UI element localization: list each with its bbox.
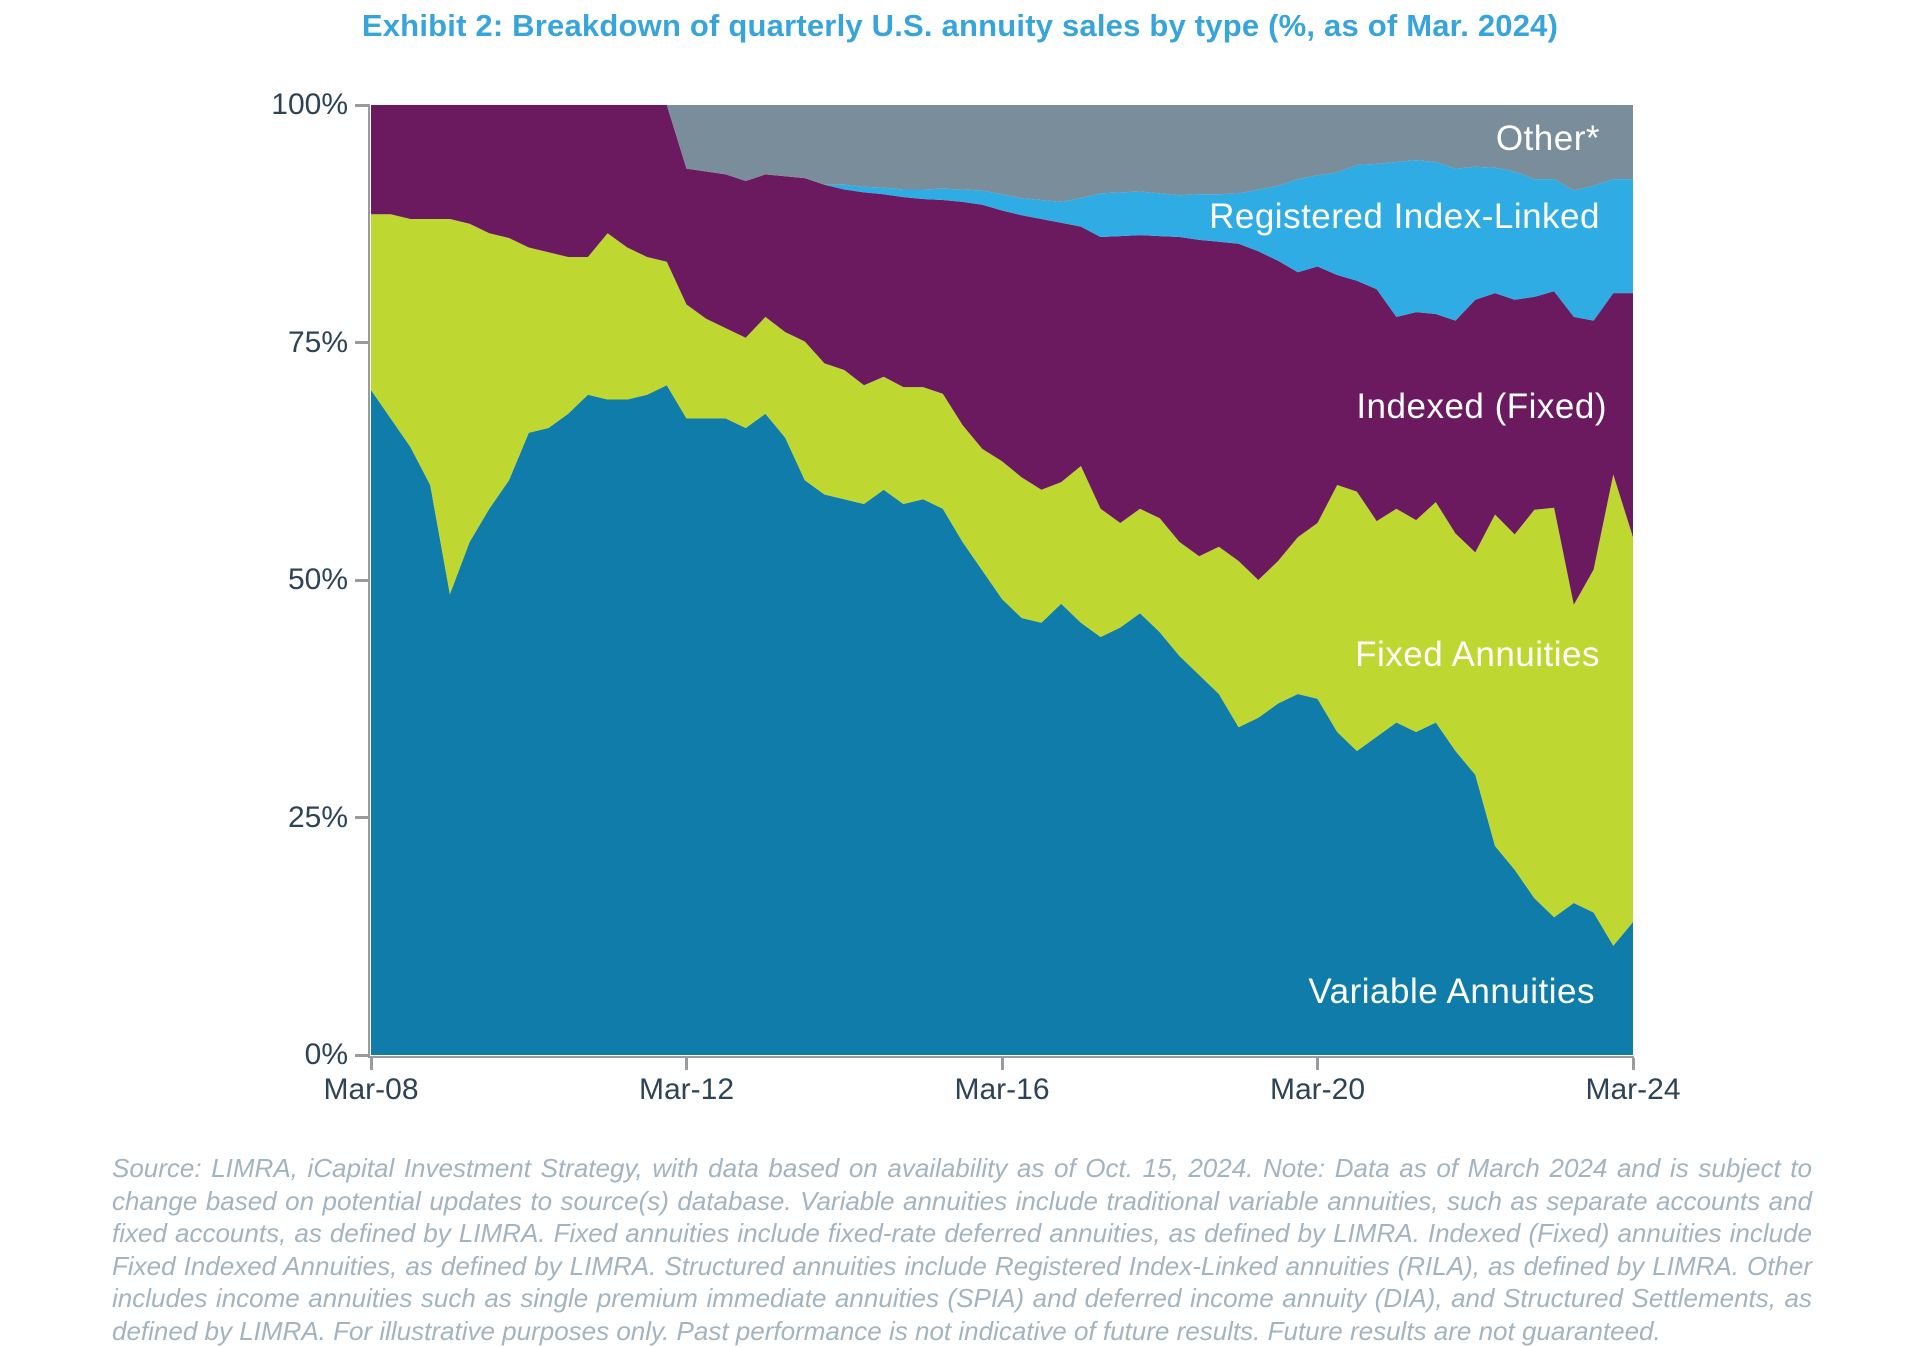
source-footnote: Source: LIMRA, iCapital Investment Strat…: [112, 1153, 1812, 1346]
x-tick-mark: [1316, 1058, 1319, 1070]
y-tick-mark: [355, 1053, 368, 1057]
x-tick-mark: [1000, 1058, 1004, 1070]
series-label-fixed: Fixed Annuities: [1355, 635, 1600, 674]
y-tick-label: 25%: [287, 800, 348, 834]
area-rila: [371, 105, 1633, 321]
x-tick-mark: [685, 1058, 688, 1070]
area-variable: [371, 385, 1633, 1055]
y-tick-label: 0%: [304, 1038, 348, 1071]
y-tick-mark: [355, 816, 368, 819]
series-label-other: Other*: [1495, 119, 1600, 158]
x-tick-label: Mar-24: [1585, 1073, 1681, 1106]
y-tick-label: 100%: [271, 88, 348, 121]
x-tick-label: Mar-16: [954, 1073, 1050, 1106]
x-tick-mark: [369, 1058, 373, 1070]
x-tick-label: Mar-20: [1269, 1073, 1366, 1106]
y-tick-mark: [355, 103, 368, 107]
area-other: [371, 105, 1633, 202]
y-tick-mark: [355, 341, 368, 344]
y-tick-label: 75%: [287, 325, 348, 359]
area-indexed: [371, 105, 1633, 605]
x-tick-label: Mar-12: [638, 1073, 735, 1106]
x-tick-label: Mar-08: [323, 1073, 419, 1106]
area-fixed: [371, 214, 1633, 946]
x-axis-line: [368, 1056, 1634, 1058]
x-tick-mark: [1631, 1058, 1635, 1070]
stacked-area-chart: [371, 105, 1633, 1055]
page-title: Exhibit 2: Breakdown of quarterly U.S. a…: [361, 8, 1559, 43]
series-label-rila: Registered Index-Linked: [1209, 197, 1600, 236]
series-label-variable: Variable Annuities: [1308, 972, 1595, 1011]
y-tick-label: 50%: [287, 563, 348, 596]
y-axis-line: [368, 104, 370, 1058]
series-label-indexed: Indexed (Fixed): [1356, 387, 1607, 426]
annuity-sales-exhibit: { "title": "Exhibit 2: Breakdown of quar…: [112, 8, 1812, 1346]
y-tick-mark: [355, 578, 368, 582]
